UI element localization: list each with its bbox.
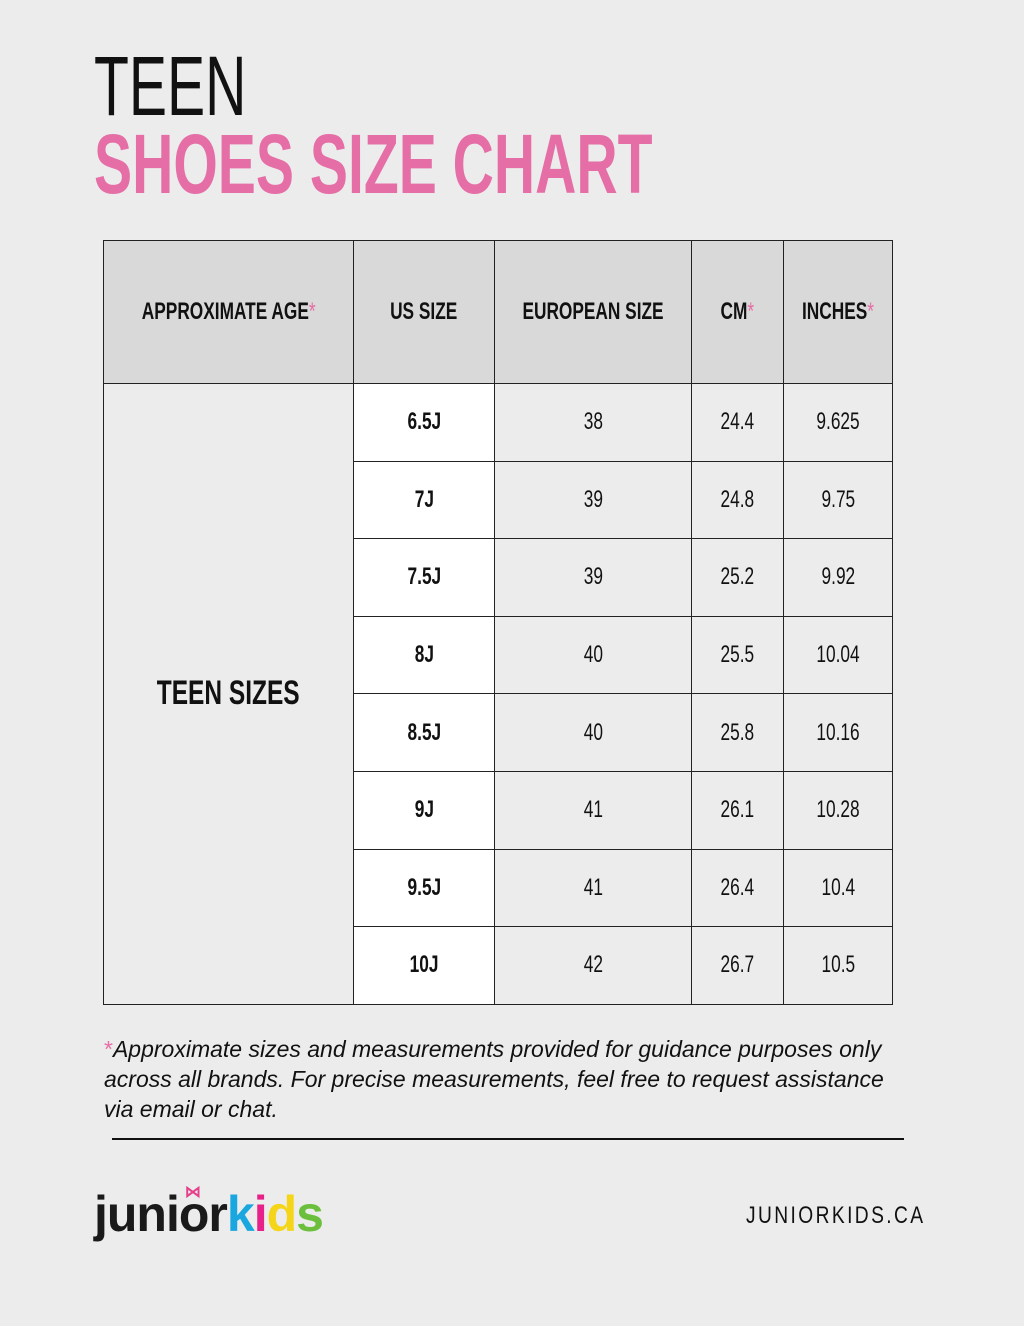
cm-cell: 26.1 — [691, 770, 785, 850]
european-size-cell: 41 — [493, 770, 693, 850]
table-row: 9.5J 41 26.4 10.4 — [104, 848, 893, 928]
cm-cell: 26.7 — [691, 926, 785, 1005]
group-label: TEEN SIZES — [103, 383, 354, 1005]
footnote: *Approximate sizes and measurements prov… — [104, 1036, 884, 1122]
table-row: 9J 41 26.1 10.28 — [104, 770, 893, 850]
inches-cell: 10.4 — [783, 848, 893, 928]
cm-cell: 25.5 — [691, 615, 785, 695]
us-size-cell: 9J — [353, 770, 495, 850]
european-size-cell: 39 — [493, 538, 693, 617]
european-size-cell: 39 — [493, 460, 693, 540]
inches-cell: 10.16 — [783, 693, 893, 772]
size-chart-table: APPROXIMATE AGE* US SIZE EUROPEAN SIZE C… — [103, 240, 893, 1005]
us-size-cell: 8J — [353, 615, 495, 695]
cm-cell: 25.8 — [691, 693, 785, 772]
table-row: 7J 39 24.8 9.75 — [104, 460, 893, 540]
title-line-2: SHOES SIZE CHART — [94, 117, 653, 211]
title-line-1: TEEN — [94, 39, 247, 133]
inches-cell: 10.28 — [783, 770, 893, 850]
us-size-cell: 8.5J — [353, 693, 495, 772]
inches-cell: 10.5 — [783, 926, 893, 1005]
cm-cell: 24.4 — [691, 383, 785, 462]
juniorkids-logo: junio ⋈ rkids — [94, 1184, 324, 1242]
us-size-cell: 10J — [353, 926, 495, 1005]
us-size-cell: 7.5J — [353, 538, 495, 617]
european-size-cell: 41 — [493, 848, 693, 928]
table-row: 7.5J 39 25.2 9.92 — [104, 538, 893, 617]
header-cm: CM* — [691, 240, 785, 384]
cm-cell: 24.8 — [691, 460, 785, 540]
us-size-cell: 7J — [353, 460, 495, 540]
us-size-cell: 9.5J — [353, 848, 495, 928]
table-row: TEEN SIZES 6.5J 38 24.4 9.625 — [103, 383, 893, 1005]
website-link[interactable]: JUNIORKIDS.CA — [746, 1202, 926, 1229]
inches-cell: 9.625 — [783, 383, 893, 462]
inches-cell: 9.75 — [783, 460, 893, 540]
cm-cell: 25.2 — [691, 538, 785, 617]
table-row: 10J 42 26.7 10.5 — [104, 926, 893, 1005]
inches-cell: 9.92 — [783, 538, 893, 617]
european-size-cell: 42 — [493, 926, 693, 1005]
european-size-cell: 40 — [493, 693, 693, 772]
european-size-cell: 40 — [493, 615, 693, 695]
header-european-size: EUROPEAN SIZE — [493, 240, 693, 384]
table-row: 8.5J 40 25.8 10.16 — [104, 693, 893, 772]
table-header-row: APPROXIMATE AGE* US SIZE EUROPEAN SIZE C… — [103, 240, 893, 384]
us-size-cell: 6.5J — [353, 383, 495, 462]
european-size-cell: 38 — [493, 383, 693, 462]
inches-cell: 10.04 — [783, 615, 893, 695]
header-approximate-age: APPROXIMATE AGE* — [103, 240, 354, 384]
table-row: 8J 40 25.5 10.04 — [104, 615, 893, 695]
divider — [112, 1138, 904, 1140]
header-inches: INCHES* — [783, 240, 893, 384]
cm-cell: 26.4 — [691, 848, 785, 928]
header-us-size: US SIZE — [353, 240, 495, 384]
